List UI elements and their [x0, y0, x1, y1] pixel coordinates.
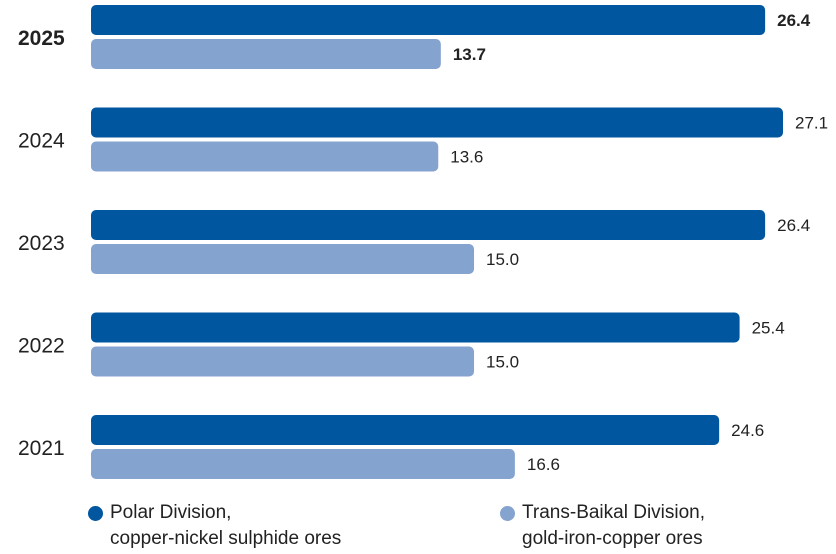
legend-item-polar-division: Polar Division, copper-nickel sulphide o… — [88, 500, 341, 552]
data-label: 26.4 — [777, 216, 810, 235]
bar-polar-division — [91, 415, 720, 445]
data-label: 15.0 — [486, 353, 519, 372]
bar-polar-division — [91, 107, 783, 138]
legend-dot-polar-division — [88, 506, 103, 521]
bar-polar-division — [91, 312, 740, 343]
legend-dot-trans-baikal-division — [500, 506, 515, 521]
legend-label-line-1: Polar Division, — [110, 502, 232, 523]
bar-trans-baikal-division — [91, 39, 441, 69]
legend-item-trans-baikal-division: Trans-Baikal Division, gold-iron-copper … — [500, 500, 705, 552]
y-tick-label: 2022 — [18, 335, 65, 358]
data-label: 27.1 — [795, 114, 828, 133]
legend-label-line-1: Trans-Baikal Division, — [522, 502, 706, 523]
y-tick-label: 2025 — [18, 27, 65, 50]
data-label: 15.0 — [486, 250, 519, 269]
data-label: 26.4 — [777, 11, 811, 30]
bar-polar-division — [91, 5, 766, 35]
legend-label-line-2: copper-nickel sulphide ores — [110, 528, 342, 549]
bar-chart: 2025 26.4 13.7 2024 27.1 13.6 2023 26.4 15.0 2022… — [18, 5, 828, 479]
bar-trans-baikal-division — [91, 141, 439, 172]
y-tick-label: 2024 — [18, 130, 65, 153]
bar-trans-baikal-division — [91, 244, 475, 274]
data-label: 13.6 — [450, 148, 483, 167]
data-label: 13.7 — [453, 45, 486, 64]
legend-label-line-2: gold-iron-copper ores — [522, 528, 703, 549]
data-label: 24.6 — [731, 421, 764, 440]
data-label: 16.6 — [527, 455, 560, 474]
y-tick-label: 2021 — [18, 437, 65, 460]
legend: Polar Division, copper-nickel sulphide o… — [0, 500, 836, 554]
data-label: 25.4 — [752, 319, 785, 338]
y-tick-label: 2023 — [18, 232, 65, 255]
bar-polar-division — [91, 210, 766, 240]
bar-trans-baikal-division — [91, 449, 515, 479]
bar-trans-baikal-division — [91, 346, 475, 377]
